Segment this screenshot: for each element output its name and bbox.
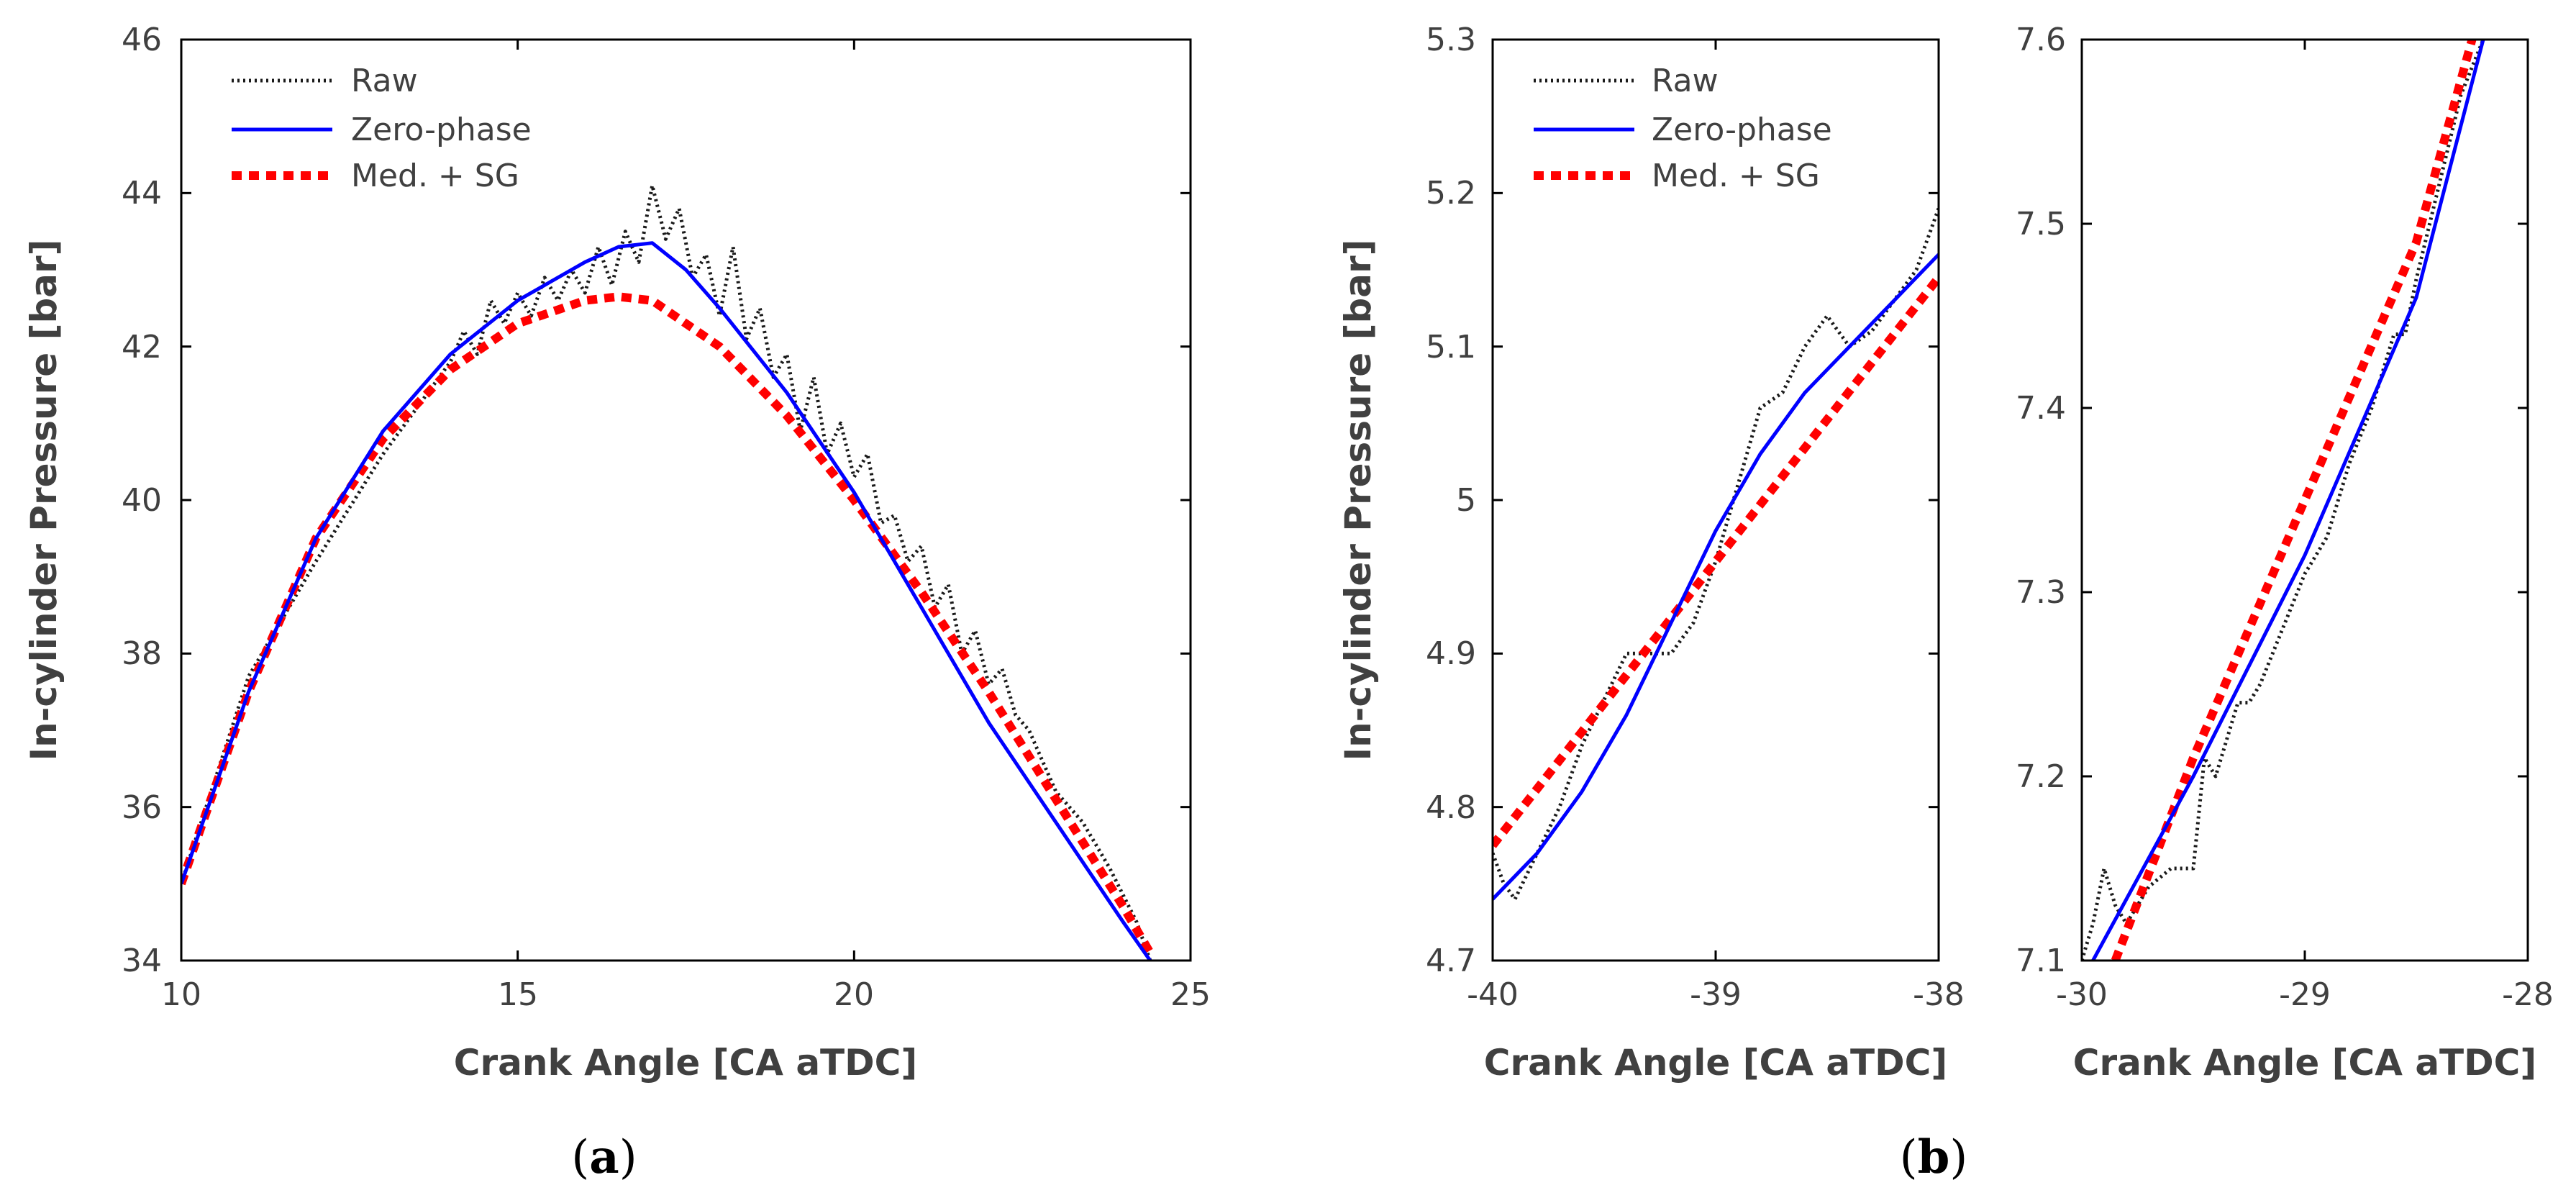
- chart-b-left-ytick-label: 5.1: [1426, 329, 1476, 366]
- chart-b-right-ytick-label: 7.2: [2016, 758, 2066, 795]
- chart-b-right-ytick-label: 7.6: [2016, 22, 2066, 58]
- chart-b-left-ytick-label: 5.2: [1426, 175, 1476, 212]
- chart-a-legend: Raw Zero-phase Med. + SG: [232, 63, 532, 194]
- chart-a: 34 36 38 40 42 44 46 10 15 20 25 Crank A…: [23, 22, 1211, 1084]
- chart-a-frame: [180, 38, 1192, 962]
- chart-a-xtick-label: 25: [1170, 976, 1211, 1013]
- chart-b-left-x-ticks: -40 -39 -38: [1467, 976, 1965, 1013]
- chart-b-right-series-raw: [2082, 40, 2485, 961]
- chart-a-y-ticks: 34 36 38 40 42 44 46: [122, 22, 162, 979]
- chart-b-right-xtick-label: -29: [2279, 976, 2331, 1013]
- chart-b-right-xtick-label: -30: [2056, 976, 2108, 1013]
- chart-b-left-legend-zero-phase-label: Zero-phase: [1652, 112, 1832, 148]
- panel-label-a-open: (: [571, 1131, 589, 1184]
- chart-a-x-axis-label: Crank Angle [CA aTDC]: [454, 1042, 917, 1084]
- chart-b-right-series-zero-phase: [2091, 40, 2485, 961]
- chart-b-left-x-axis-label: Crank Angle [CA aTDC]: [1484, 1042, 1947, 1084]
- chart-b-right-ytick-label: 7.3: [2016, 574, 2066, 611]
- chart-b-right-ytick-label: 7.1: [2016, 943, 2066, 979]
- chart-a-legend-med-sg-label: Med. + SG: [351, 158, 519, 194]
- chart-b-left-series-med-sg: [1493, 274, 1939, 848]
- chart-b-left-ytick-label: 4.8: [1426, 789, 1476, 826]
- chart-a-ytick-label: 40: [122, 482, 162, 519]
- chart-b-left-xtick-label: -40: [1467, 976, 1519, 1013]
- panel-label-b-letter: b: [1918, 1130, 1950, 1184]
- chart-b-left-frame: [1491, 38, 1940, 962]
- chart-b-left-legend-raw-label: Raw: [1652, 63, 1719, 99]
- chart-b-right-y-ticks: 7.1 7.2 7.3 7.4 7.5 7.6: [2016, 22, 2066, 979]
- chart-b-left-ytick-label: 5: [1456, 482, 1476, 519]
- panel-label-a-close: ): [619, 1131, 637, 1184]
- chart-a-xtick-label: 20: [834, 976, 874, 1013]
- chart-b-right-ytick-label: 7.5: [2016, 206, 2066, 242]
- chart-a-series-zero-phase: [181, 241, 1152, 961]
- chart-b-left-series-raw: [1493, 207, 1939, 902]
- chart-b-left-legend: Raw Zero-phase Med. + SG: [1534, 63, 1832, 194]
- chart-a-ytick-label: 36: [122, 789, 162, 826]
- chart-a-ytick-label: 44: [122, 175, 162, 212]
- chart-b-right-frame: [2080, 38, 2529, 962]
- chart-b-left-xtick-label: -38: [1913, 976, 1965, 1013]
- chart-b-left-ytick-label: 4.9: [1426, 635, 1476, 672]
- chart-b-right-x-ticks: -30 -29 -28: [2056, 976, 2554, 1013]
- chart-b-right-ytick-label: 7.4: [2016, 390, 2066, 427]
- panel-label-a-letter: a: [589, 1130, 619, 1184]
- chart-a-legend-zero-phase-label: Zero-phase: [351, 112, 532, 148]
- panel-label-b-close: ): [1949, 1131, 1967, 1184]
- chart-a-xtick-label: 10: [161, 976, 201, 1013]
- chart-a-ytick-label: 42: [122, 329, 162, 366]
- chart-a-xtick-label: 15: [498, 976, 538, 1013]
- panel-label-b: (b): [1900, 1130, 1968, 1184]
- chart-a-series-med-sg: [181, 292, 1155, 955]
- chart-b-right: 7.1 7.2 7.3 7.4 7.5 7.6 -30 -29 -28 Cran…: [2016, 22, 2554, 1084]
- chart-b-left-ytick-label: 5.3: [1426, 22, 1476, 58]
- chart-a-ytick-label: 34: [122, 943, 162, 979]
- chart-b-left: 4.7 4.8 4.9 5 5.1 5.2 5.3 -40 -39 -38 Cr…: [1337, 22, 1965, 1084]
- chart-b-right-plot: [2080, 38, 2529, 962]
- chart-b-left-y-ticks: 4.7 4.8 4.9 5 5.1 5.2 5.3: [1426, 22, 1476, 979]
- chart-b-left-y-axis-label: In-cylinder Pressure [bar]: [1337, 239, 1379, 761]
- chart-b-left-ytick-label: 4.7: [1426, 943, 1476, 979]
- chart-a-legend-raw-label: Raw: [351, 63, 418, 99]
- chart-a-y-axis-label: In-cylinder Pressure [bar]: [23, 239, 65, 761]
- chart-a-plot: [180, 38, 1192, 962]
- chart-a-series-raw: [181, 183, 1152, 961]
- panel-label-b-open: (: [1900, 1131, 1918, 1184]
- chart-a-ytick-label: 46: [122, 22, 162, 58]
- chart-a-x-ticks: 10 15 20 25: [161, 976, 1211, 1013]
- chart-b-left-series-zero-phase: [1493, 253, 1939, 901]
- chart-b-right-x-axis-label: Crank Angle [CA aTDC]: [2073, 1042, 2536, 1084]
- chart-a-ytick-label: 38: [122, 635, 162, 672]
- chart-b-right-xtick-label: -28: [2502, 976, 2554, 1013]
- panel-label-a: (a): [571, 1130, 637, 1184]
- chart-b-left-xtick-label: -39: [1690, 976, 1742, 1013]
- chart-b-left-legend-med-sg-label: Med. + SG: [1652, 158, 1820, 194]
